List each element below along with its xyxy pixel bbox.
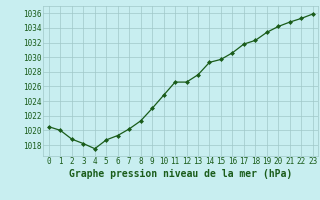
X-axis label: Graphe pression niveau de la mer (hPa): Graphe pression niveau de la mer (hPa) xyxy=(69,169,292,179)
